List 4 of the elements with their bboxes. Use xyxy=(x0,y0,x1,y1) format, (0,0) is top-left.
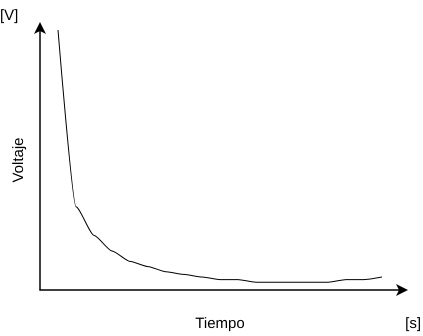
x-axis-title: Tiempo xyxy=(195,315,245,332)
text: [s] xyxy=(405,315,422,332)
y-axis-title: Voltaje xyxy=(10,137,27,183)
text: [V] xyxy=(0,7,18,24)
